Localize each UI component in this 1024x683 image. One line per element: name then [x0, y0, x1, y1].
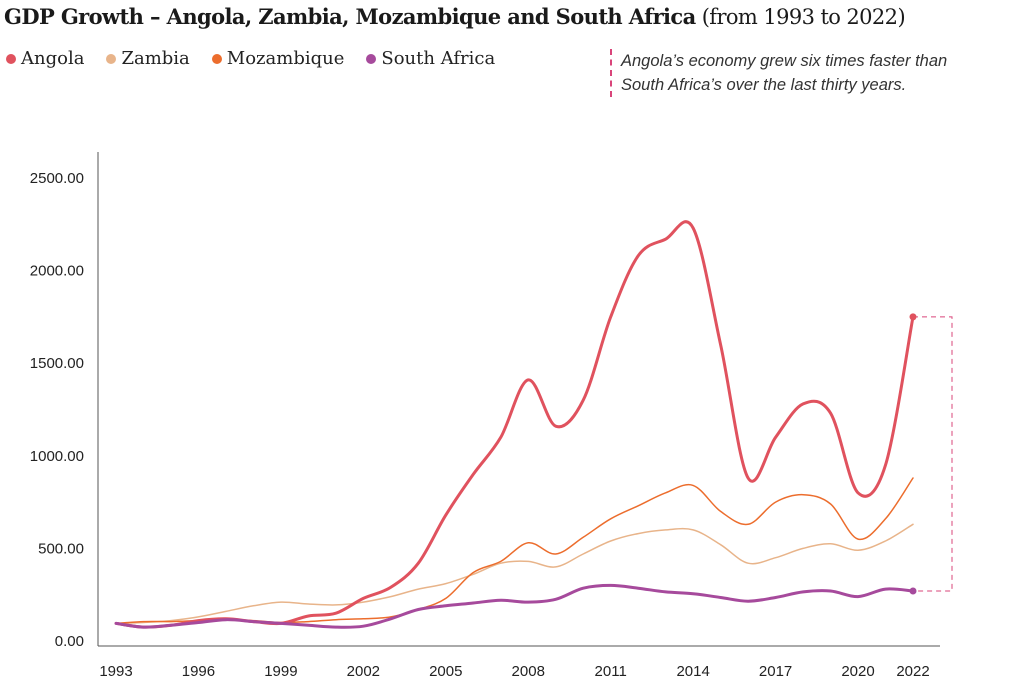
- legend-dot: [211, 53, 222, 64]
- x-tick-label: 2022: [896, 663, 929, 680]
- legend-label: Zambia: [121, 48, 190, 69]
- series-line-south-africa: [114, 583, 915, 629]
- legend-label: Angola: [21, 48, 85, 69]
- legend-dot: [366, 53, 377, 64]
- chart-title-main: GDP Growth – Angola, Zambia, Mozambique …: [4, 4, 696, 29]
- legend-label: South Africa: [381, 48, 496, 69]
- series-line-zambia: [115, 523, 914, 625]
- x-tick-label: 2008: [512, 663, 545, 680]
- y-tick-label: 1500.00: [30, 355, 84, 372]
- y-tick-label: 0.00: [55, 633, 84, 650]
- legend-dot: [106, 53, 117, 64]
- chart-title-sub: (from 1993 to 2022): [701, 5, 906, 29]
- annotation-line-1: Angola’s economy grew six times faster t…: [621, 52, 948, 70]
- x-tick-label: 1996: [182, 663, 215, 680]
- annotation-line-2: South Africa’s over the last thirty year…: [621, 76, 907, 94]
- legend-dot: [6, 53, 16, 64]
- legend-item-south-africa: South Africa: [366, 48, 495, 69]
- x-tick-label: 2020: [841, 663, 874, 680]
- x-tick-label: 2011: [595, 663, 627, 680]
- x-tick-label: 1993: [99, 663, 132, 680]
- y-tick-label: 2500.00: [30, 170, 84, 187]
- annotation: Angola’s economy grew six times faster t…: [610, 49, 947, 97]
- series-line-angola: [114, 220, 915, 629]
- south-africa-endpoint-marker: [909, 587, 917, 595]
- chart-title: GDP Growth – Angola, Zambia, Mozambique …: [4, 4, 906, 29]
- comparison-bracket: [913, 316, 953, 592]
- legend: Angola Zambia Mozambique South Africa: [6, 48, 495, 69]
- legend-item-angola: Angola: [6, 48, 84, 69]
- legend-label: Mozambique: [226, 48, 345, 69]
- x-tick-label: 2002: [347, 663, 380, 680]
- legend-item-mozambique: Mozambique: [211, 48, 345, 69]
- y-tick-label: 2000.00: [30, 263, 84, 280]
- x-tick-label: 2005: [429, 663, 462, 680]
- y-tick-label: 500.00: [38, 540, 84, 557]
- x-tick-label: 2014: [676, 663, 709, 680]
- x-tick-label: 1999: [264, 663, 297, 680]
- x-tick-label: 2017: [759, 663, 792, 680]
- y-tick-label: 1000.00: [30, 448, 84, 465]
- legend-item-zambia: Zambia: [106, 48, 190, 69]
- angola-endpoint-marker: [909, 313, 917, 321]
